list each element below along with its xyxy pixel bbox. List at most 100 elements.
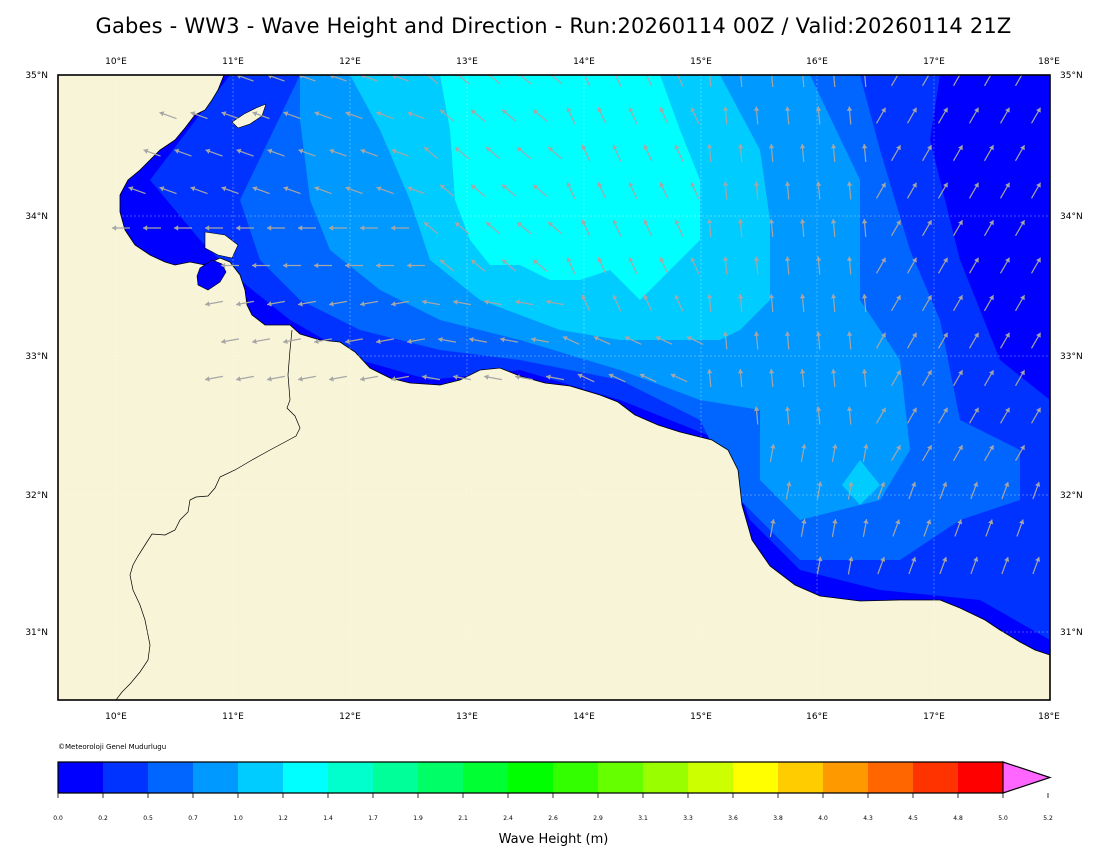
direction-arrowhead	[1036, 257, 1041, 263]
direction-arrowhead	[926, 519, 932, 525]
direction-arrowhead	[706, 144, 713, 149]
direction-arrowhead	[644, 70, 649, 75]
land	[58, 75, 1050, 700]
direction-arrowhead	[502, 184, 508, 190]
lon-labels-bottom: 10°E 11°E 12°E 13°E 14°E 15°E 16°E 17°E …	[105, 712, 1060, 722]
direction-arrowhead	[784, 106, 791, 111]
direction-arrowhead	[830, 219, 837, 224]
colorbar-segment	[238, 762, 284, 793]
direction-arrowhead	[1004, 557, 1010, 562]
direction-arrowhead	[831, 69, 836, 74]
direction-arrowhead	[974, 107, 979, 113]
direction-arrowhead	[927, 445, 932, 451]
lon-label: 14°E	[573, 712, 595, 722]
direction-arrowhead	[861, 369, 868, 374]
direction-arrowhead	[674, 219, 680, 225]
direction-arrow	[802, 75, 805, 88]
direction-arrowhead	[515, 299, 520, 305]
direction-arrowhead	[768, 294, 775, 299]
direction-arrowhead	[440, 109, 446, 115]
colorbar-tick-label: 1.2	[278, 815, 288, 822]
direction-arrowhead	[1004, 482, 1010, 487]
direction-arrowhead	[768, 369, 775, 374]
credit-text: ©Meteoroloji Genel Mudurlugu	[58, 743, 167, 751]
direction-arrowhead	[1005, 107, 1010, 113]
direction-arrowhead	[628, 182, 634, 188]
direction-arrowhead	[706, 369, 713, 374]
lat-label: 32°N	[25, 491, 48, 501]
direction-arrowhead	[252, 111, 258, 117]
direction-arrowhead	[471, 109, 477, 115]
colorbar-tick-label: 4.8	[953, 815, 963, 822]
direction-arrowhead	[800, 69, 805, 74]
direction-arrow	[952, 75, 961, 87]
direction-arrowhead	[799, 369, 806, 374]
direction-arrowhead	[143, 148, 149, 154]
direction-arrow	[614, 75, 622, 87]
direction-arrowhead	[298, 148, 304, 154]
lon-label: 16°E	[806, 57, 828, 67]
colorbar-tick-label: 4.0	[818, 815, 828, 822]
direction-arrow	[1014, 75, 1023, 87]
direction-arrowhead	[989, 295, 994, 301]
lon-label: 17°E	[923, 712, 945, 722]
direction-arrowhead	[360, 75, 365, 79]
direction-arrowhead	[329, 75, 334, 79]
direction-arrowhead	[801, 519, 807, 524]
direction-arrowhead	[283, 262, 288, 269]
direction-arrowhead	[846, 106, 853, 111]
direction-arrowhead	[471, 259, 477, 265]
colorbar-label: Wave Height (m)	[498, 832, 609, 847]
direction-arrowhead	[283, 338, 288, 344]
direction-arrowhead	[815, 106, 822, 111]
direction-arrowhead	[1005, 182, 1010, 188]
colorbar-segment	[508, 762, 554, 793]
direction-arrowhead	[236, 225, 241, 231]
colorbar-segment	[283, 762, 329, 793]
direction-arrowhead	[881, 332, 886, 338]
direction-arrowhead	[958, 295, 963, 301]
lon-label: 16°E	[806, 712, 828, 722]
direction-arrowhead	[784, 256, 791, 261]
direction-arrowhead	[205, 148, 211, 154]
direction-arrowhead	[624, 336, 630, 341]
lon-label: 13°E	[456, 57, 478, 67]
colorbar-tick-label: 3.8	[773, 815, 783, 822]
colorbar-segment	[688, 762, 734, 793]
direction-arrowhead	[643, 219, 649, 225]
direction-arrowhead	[659, 182, 665, 188]
direction-arrowhead	[597, 257, 603, 263]
colorbar-frame	[57, 761, 1003, 794]
direction-arrowhead	[581, 219, 587, 225]
direction-arrow	[740, 75, 743, 88]
direction-arrowhead	[190, 111, 196, 117]
direction-arrowhead	[942, 557, 948, 562]
map-frame	[57, 74, 1051, 701]
direction-arrowhead	[360, 376, 365, 382]
direction-arrowhead	[863, 519, 869, 524]
direction-arrowhead	[205, 376, 210, 382]
direction-arrowhead	[582, 70, 587, 75]
direction-arrowhead	[453, 374, 458, 380]
direction-arrowhead	[546, 374, 551, 380]
direction-arrowhead	[848, 481, 854, 487]
colorbar-segment	[148, 762, 194, 793]
direction-arrowhead	[799, 294, 806, 299]
direction-arrowhead	[546, 299, 551, 305]
direction-arrowhead	[958, 220, 963, 226]
direction-arrowhead	[659, 107, 665, 113]
direction-arrowhead	[221, 186, 227, 192]
direction-arrowhead	[612, 294, 618, 300]
colorbar-tick-label: 1.0	[233, 815, 243, 822]
direction-arrowhead	[174, 148, 180, 154]
direction-arrow	[921, 75, 930, 87]
direction-arrowhead	[942, 482, 948, 487]
direction-arrowhead	[863, 444, 869, 449]
colorbar-tick-label: 3.6	[728, 815, 738, 822]
direction-arrowhead	[424, 222, 430, 227]
direction-arrowhead	[943, 107, 948, 113]
direction-arrowhead	[989, 220, 994, 226]
colorbar-segment	[868, 762, 914, 793]
direction-arrowhead	[345, 186, 351, 192]
direction-arrowhead	[562, 336, 568, 341]
